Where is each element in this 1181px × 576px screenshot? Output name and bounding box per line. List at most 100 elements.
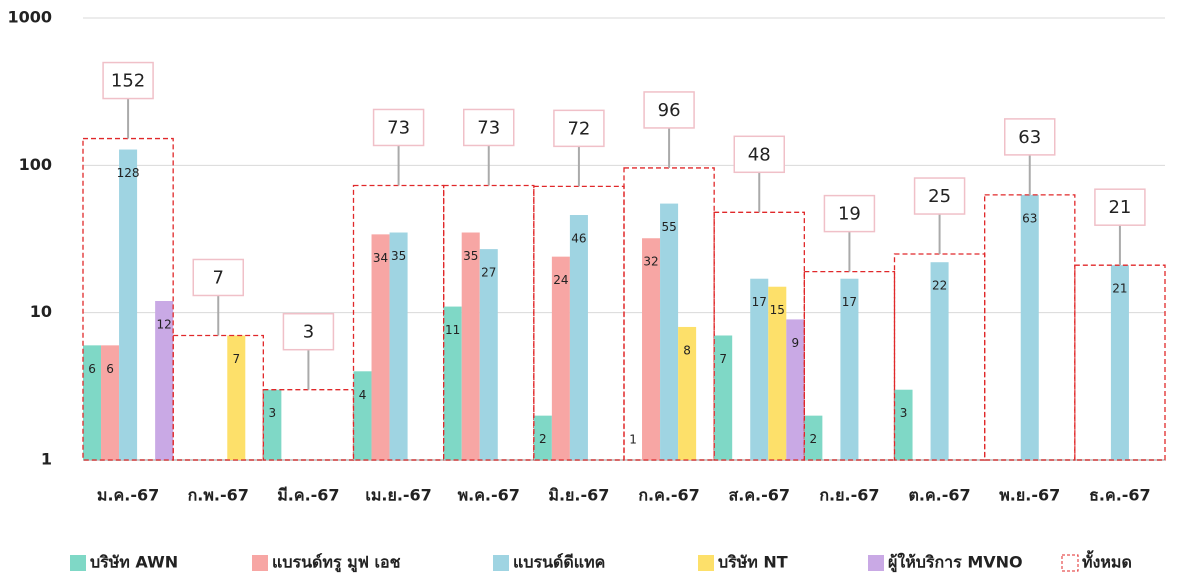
bar [389,232,408,460]
x-tick-label: ส.ค.-67 [728,486,790,505]
x-tick-label: ก.พ.-67 [188,486,249,505]
legend-swatch [868,555,884,571]
data-label: 55 [661,220,676,234]
total-box [623,167,715,461]
bar [443,306,462,460]
bar [479,249,498,460]
bar [642,238,661,460]
callout-box [192,258,244,297]
callout-box [733,135,785,174]
data-label: 6 [88,362,96,376]
total-label: 21 [1108,197,1131,218]
total-label: 152 [111,71,145,92]
data-label: 35 [391,249,406,263]
legend-label: ทั้งหมด [1082,550,1132,572]
callout-box [102,61,154,100]
data-label: 2 [539,432,547,446]
callout-box [1004,118,1056,156]
callout-box [463,108,515,147]
bar [840,278,859,460]
bar [263,389,282,460]
callout-box [913,177,966,215]
total-label: 96 [658,100,681,121]
data-label: 9 [791,336,799,350]
x-tick-label: พ.ย.-67 [999,486,1060,505]
callout-box [553,109,605,148]
callout-box [643,91,695,129]
legend-swatch [70,555,86,571]
bar [894,389,913,460]
legend-label: บริษัท AWN [90,553,178,572]
x-tick-label: ม.ค.-67 [97,486,159,505]
total-label: 73 [387,117,410,138]
data-label: 17 [842,295,857,309]
bar [768,286,787,460]
callout-box [1094,188,1146,226]
callout-box [372,108,425,147]
bar [786,319,805,460]
total-box [1074,264,1166,461]
data-label: 2 [810,432,818,446]
data-label: 3 [269,406,277,420]
data-label: 4 [359,388,367,402]
data-label: 15 [770,303,785,317]
bar [714,335,733,460]
x-tick-label: พ.ค.-67 [458,486,520,505]
legend-label: แบรนด์ทรู มูฟ เอช [272,553,401,574]
x-tick-label: มิ.ย.-67 [548,486,609,505]
legend-label: แบรนด์ดีแทค [513,553,605,572]
bar [353,371,372,460]
callout-box [282,312,335,351]
bar [371,234,390,460]
data-label: 8 [683,343,691,357]
x-tick-label: ก.ค.-67 [638,486,699,505]
total-label: 7 [213,267,224,288]
data-label: 3 [900,406,908,420]
bar [83,345,102,460]
bar [678,326,697,460]
bar [119,149,138,461]
legend-swatch [252,555,268,571]
y-tick-label: 1000 [7,8,52,27]
bar [804,415,823,460]
total-label: 63 [1018,127,1041,148]
bar [227,335,246,460]
legend-swatch [698,555,714,571]
data-label: 35 [463,249,478,263]
total-label: 48 [748,144,771,165]
data-label: 1 [629,433,637,447]
total-label: 3 [303,322,314,343]
x-tick-label: ต.ค.-67 [909,486,971,505]
data-label: 22 [932,279,947,293]
legend-label: ผู้ให้บริการ MVNO [888,553,1023,574]
data-label: 128 [117,166,140,180]
bar [1110,265,1129,460]
data-label: 24 [553,273,568,287]
x-tick-label: มี.ค.-67 [277,486,339,505]
x-tick-label: ธ.ค.-67 [1089,486,1151,505]
data-label: 7 [232,352,240,366]
data-label: 17 [752,295,767,309]
bar [533,415,552,460]
total-label: 72 [567,118,590,139]
total-box [984,194,1076,461]
total-box [172,334,264,461]
data-label: 46 [571,232,586,246]
total-label: 73 [477,117,500,138]
data-label: 21 [1112,282,1127,296]
data-label: 63 [1022,211,1037,225]
callout-box [823,194,876,233]
data-label: 32 [643,255,658,269]
bar [660,203,679,461]
total-box [82,137,174,461]
bar [569,215,588,460]
bar [551,256,570,460]
total-label: 19 [838,204,861,225]
bar [155,301,174,460]
data-label: 7 [719,352,727,366]
x-tick-label: ก.ย.-67 [819,486,879,505]
legend-label: บริษัท NT [718,553,788,572]
y-tick-label: 100 [19,155,52,174]
data-label: 34 [373,251,388,265]
